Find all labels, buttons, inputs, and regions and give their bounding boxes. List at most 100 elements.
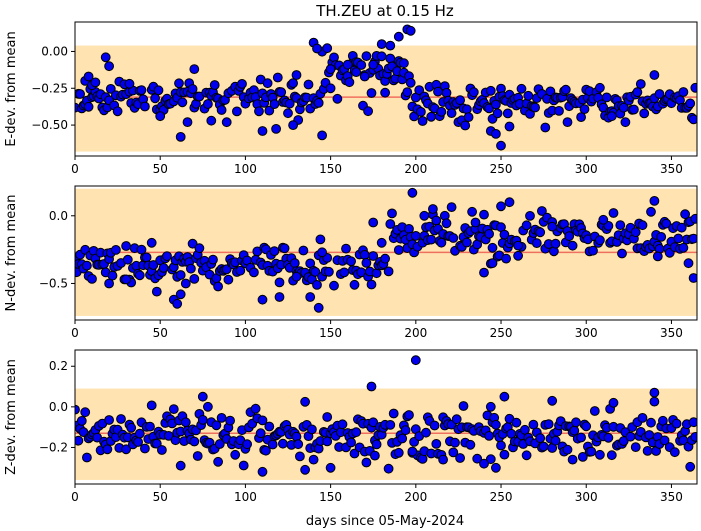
data-point	[121, 241, 131, 251]
data-point	[441, 88, 452, 98]
data-point	[197, 391, 208, 402]
data-point	[491, 419, 501, 430]
data-point	[646, 206, 656, 217]
data-point	[683, 258, 694, 269]
data-point	[504, 121, 515, 132]
y-tick-label: 0.0	[49, 209, 68, 223]
data-point	[180, 417, 191, 428]
data-point	[547, 395, 558, 406]
data-point	[450, 437, 460, 448]
data-point	[649, 387, 660, 398]
data-point	[470, 217, 481, 228]
data-point	[87, 274, 97, 284]
data-point	[238, 460, 249, 471]
data-point	[467, 206, 478, 217]
data-point	[402, 87, 413, 97]
x-tick-label: 250	[490, 490, 513, 504]
data-point	[576, 432, 586, 443]
data-point	[620, 117, 631, 128]
data-point	[617, 248, 627, 259]
data-point	[235, 265, 246, 276]
data-point	[322, 412, 333, 422]
data-point	[163, 431, 174, 441]
data-point	[441, 218, 452, 229]
data-point	[146, 400, 157, 411]
data-point	[186, 263, 196, 274]
data-point	[407, 446, 418, 457]
data-point	[269, 99, 280, 109]
data-point	[124, 78, 135, 89]
data-point	[121, 274, 131, 285]
data-point	[75, 89, 85, 99]
data-point	[429, 420, 440, 431]
data-point	[278, 438, 288, 449]
data-point	[158, 263, 169, 273]
data-point	[458, 401, 469, 411]
data-point	[393, 447, 404, 458]
data-point	[325, 83, 336, 94]
data-point	[446, 108, 457, 118]
data-point	[656, 232, 667, 242]
data-point	[150, 93, 161, 104]
data-point	[595, 82, 605, 93]
data-point	[148, 260, 159, 270]
data-point	[300, 464, 311, 475]
x-tick-label: 0	[71, 490, 79, 504]
data-point	[637, 220, 648, 231]
data-point	[366, 88, 377, 98]
data-point	[363, 106, 374, 117]
data-point	[116, 414, 126, 424]
data-point	[531, 238, 542, 249]
data-point	[151, 286, 162, 297]
data-point	[484, 229, 495, 239]
data-point	[344, 77, 355, 88]
data-point	[649, 196, 660, 206]
data-point	[211, 420, 222, 431]
data-point	[436, 106, 447, 117]
data-point	[206, 115, 217, 126]
data-point	[400, 425, 411, 436]
data-point	[232, 106, 242, 117]
data-point	[324, 266, 334, 277]
x-tick-label: 300	[575, 162, 598, 176]
data-point	[361, 51, 372, 61]
data-point	[189, 274, 200, 284]
x-tick-label: 350	[660, 326, 683, 340]
data-point	[155, 111, 166, 122]
data-point	[615, 220, 626, 231]
data-point	[346, 256, 357, 267]
data-point	[649, 396, 660, 407]
data-point	[305, 292, 316, 302]
x-tick-label: 100	[234, 162, 257, 176]
y-tick-label: 0.00	[41, 44, 68, 58]
data-point	[187, 84, 198, 94]
data-point	[485, 85, 496, 96]
data-point	[276, 87, 287, 98]
data-point	[652, 251, 663, 262]
x-tick-label: 200	[404, 162, 427, 176]
data-point	[303, 79, 314, 90]
data-point	[322, 43, 333, 54]
data-point	[257, 415, 268, 426]
data-point	[603, 432, 614, 443]
data-point	[288, 120, 299, 130]
data-point	[295, 451, 305, 462]
y-tick-label: 0.2	[49, 359, 68, 373]
data-point	[426, 111, 437, 122]
data-point	[463, 112, 474, 122]
data-point	[383, 266, 394, 277]
data-point	[387, 208, 397, 219]
data-point	[162, 251, 172, 262]
data-point	[180, 278, 191, 289]
data-point	[187, 238, 198, 249]
data-point	[376, 39, 387, 49]
data-point	[680, 209, 690, 220]
data-point	[208, 254, 218, 265]
data-point	[76, 416, 87, 426]
x-tick-label: 200	[404, 490, 427, 504]
data-point	[308, 454, 319, 465]
data-point	[690, 213, 697, 224]
data-point	[264, 105, 275, 116]
data-point	[547, 221, 558, 232]
